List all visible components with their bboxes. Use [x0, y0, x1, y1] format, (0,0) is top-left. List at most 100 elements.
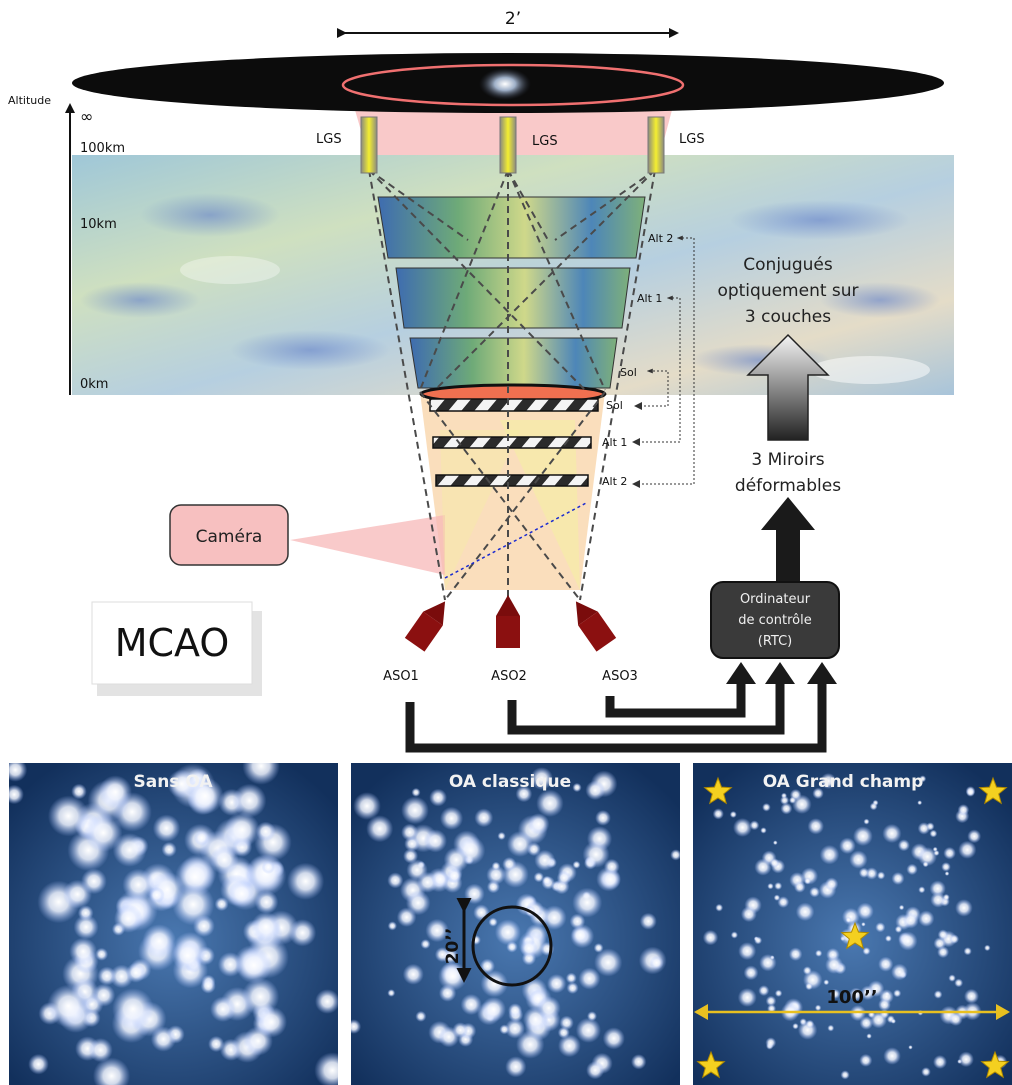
- star-point: [859, 1053, 873, 1067]
- lgs-3-icon: [647, 116, 665, 174]
- star-point: [702, 929, 719, 946]
- star-point: [565, 972, 577, 984]
- wfs-2-icon: [496, 595, 520, 648]
- star-point: [942, 893, 950, 901]
- star-point: [918, 910, 935, 927]
- lgs-2-label: LGS: [532, 134, 558, 149]
- guide-star-icon: [703, 776, 733, 805]
- star-point: [122, 868, 155, 901]
- star-point: [460, 993, 482, 1016]
- star-point: [878, 998, 891, 1012]
- star-point: [921, 1067, 931, 1077]
- size-arrow-100-right-head: [996, 1004, 1010, 1020]
- star-point: [733, 818, 752, 837]
- layer-alt2: [377, 196, 646, 259]
- star-point: [502, 857, 517, 872]
- star-point: [425, 918, 449, 943]
- star-point: [929, 880, 946, 897]
- star-point: [423, 829, 447, 853]
- star-point: [809, 886, 820, 898]
- star-point: [479, 958, 495, 974]
- star-point: [861, 922, 866, 927]
- star-point: [572, 782, 582, 793]
- wfs-3-label: ASO3: [602, 669, 638, 684]
- star-point: [858, 867, 870, 878]
- star-point: [571, 926, 590, 945]
- mirror-alt1: [432, 436, 592, 449]
- star-point: [754, 936, 763, 945]
- lgs-group: LGS LGS LGS: [316, 116, 705, 174]
- star-point: [84, 813, 123, 852]
- wfs-1-label: ASO1: [383, 669, 419, 684]
- star-point: [929, 829, 938, 838]
- star-point: [527, 813, 550, 835]
- star-point: [885, 935, 892, 942]
- star-point: [242, 763, 280, 785]
- star-point: [862, 947, 871, 956]
- star-point: [758, 985, 770, 997]
- star-point: [232, 783, 267, 818]
- wfs-2-label: ASO2: [491, 669, 527, 684]
- panel-sans-oa: Sans OA: [9, 763, 338, 1085]
- star-point: [859, 1016, 874, 1030]
- star-point: [767, 883, 774, 890]
- star-point: [434, 947, 450, 963]
- star-point: [474, 808, 494, 828]
- star-point: [984, 944, 991, 952]
- altitude-tick-10km: 10km: [80, 217, 117, 232]
- star-point: [314, 1052, 338, 1085]
- star-point: [780, 795, 790, 806]
- star-point: [396, 907, 417, 927]
- star-point: [712, 808, 724, 820]
- star-point: [227, 879, 256, 908]
- star-point: [792, 794, 812, 814]
- field-of-view-arrow: 2’: [337, 9, 679, 38]
- star-point: [506, 831, 533, 857]
- guide-star-icon: [980, 1050, 1010, 1079]
- star-point: [464, 883, 485, 905]
- star-point: [814, 1004, 822, 1011]
- star-point: [148, 887, 165, 903]
- star-point: [542, 905, 567, 930]
- star-point: [452, 1022, 469, 1038]
- star-point: [387, 872, 404, 889]
- correction-circle-icon: [471, 905, 553, 987]
- star-point: [92, 1057, 131, 1085]
- star-point: [494, 919, 521, 946]
- star-point: [802, 966, 812, 975]
- conjugate-line-1: Conjugués: [743, 255, 833, 275]
- star-point: [760, 827, 767, 834]
- star-point: [556, 870, 572, 886]
- mcao-label: MCAO: [115, 621, 230, 665]
- star-point: [883, 1047, 901, 1065]
- star-point: [566, 982, 579, 994]
- star-point: [515, 785, 533, 803]
- star-point: [812, 787, 824, 800]
- star-point: [193, 830, 210, 846]
- star-point: [411, 787, 421, 797]
- star-point: [505, 1056, 527, 1078]
- star-point: [958, 1051, 974, 1068]
- star-point: [47, 795, 89, 837]
- star-point: [582, 840, 610, 868]
- star-point: [150, 1026, 176, 1052]
- rtc-line-1: Ordinateur: [740, 592, 811, 607]
- star-point: [966, 787, 975, 797]
- altitude-axis: Altitude ∞ 100km 10km 0km: [8, 94, 125, 395]
- wfs-3-icon: [575, 601, 617, 652]
- altitude-tick-infinity: ∞: [80, 107, 93, 126]
- star-point: [823, 979, 830, 986]
- star-point: [863, 818, 870, 825]
- deformable-line-1: 3 Miroirs: [751, 450, 824, 470]
- star-point: [505, 1018, 525, 1039]
- star-point: [200, 978, 216, 994]
- star-point: [558, 1034, 581, 1058]
- star-point: [401, 823, 419, 841]
- star-point: [402, 963, 424, 985]
- conjugate-arrow-icon: [746, 333, 830, 441]
- conjugate-line-3: 3 couches: [745, 307, 831, 327]
- star-point: [949, 934, 960, 944]
- mirror-label-alt1: Alt 1: [602, 436, 627, 449]
- star-point: [439, 806, 464, 831]
